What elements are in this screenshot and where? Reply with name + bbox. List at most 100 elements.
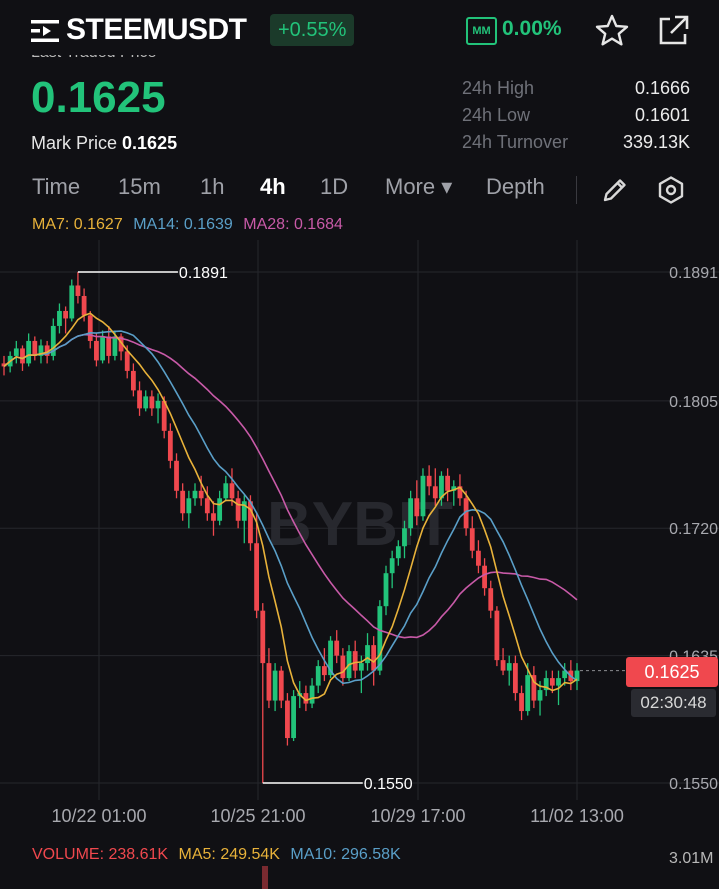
stat-value: 0.1601 bbox=[634, 105, 690, 125]
candle-body bbox=[556, 678, 561, 686]
stat-label: 24h Turnover bbox=[462, 132, 569, 152]
candle-body bbox=[192, 490, 198, 499]
interval-tabs: Time 15m 1h 4h 1D More ▾ Depth bbox=[0, 170, 719, 210]
candle-body bbox=[315, 666, 321, 686]
candle-body bbox=[63, 310, 69, 319]
tab-depth[interactable]: Depth bbox=[486, 174, 545, 199]
candle-body bbox=[328, 640, 333, 676]
candle-body bbox=[291, 696, 296, 739]
ma28-label: MA28: 0.1684 bbox=[243, 216, 343, 233]
candle-body bbox=[260, 610, 266, 664]
candle-body bbox=[340, 655, 346, 679]
candle-body bbox=[118, 336, 124, 352]
candle-body bbox=[432, 486, 438, 499]
stat-24h-low: 24h Low 0.1601 bbox=[462, 103, 690, 130]
candle-body bbox=[549, 678, 555, 686]
candle-body bbox=[161, 400, 167, 431]
candle-body bbox=[488, 588, 494, 611]
tab-more[interactable]: More ▾ bbox=[385, 174, 453, 199]
tab-15m[interactable]: 15m bbox=[118, 174, 161, 199]
candle-body bbox=[69, 285, 75, 319]
menu-icon[interactable] bbox=[31, 19, 59, 43]
candle-body bbox=[266, 663, 272, 701]
candle-body bbox=[130, 370, 136, 391]
high-marker-label: 0.1891 bbox=[179, 265, 228, 282]
candle-body bbox=[155, 400, 161, 409]
ma-lines-layer bbox=[3, 312, 578, 702]
candle-body bbox=[494, 610, 500, 661]
candle-body bbox=[402, 528, 407, 547]
candle-body bbox=[87, 315, 93, 341]
candle-body bbox=[149, 396, 155, 409]
mm-icon[interactable]: MM bbox=[466, 17, 497, 45]
stat-label: 24h High bbox=[462, 78, 535, 98]
stat-value: 339.13K bbox=[622, 132, 690, 152]
candle-body bbox=[451, 486, 457, 491]
candle-body bbox=[94, 340, 99, 361]
pen-icon[interactable] bbox=[600, 175, 630, 205]
volume-bar bbox=[262, 866, 268, 889]
ma-legend: MA7: 0.1627 MA14: 0.1639 MA28: 0.1684 bbox=[32, 216, 349, 234]
candle-body bbox=[377, 606, 383, 671]
candle-body bbox=[57, 310, 62, 326]
candle-body bbox=[248, 501, 253, 544]
candle-body bbox=[574, 670, 580, 682]
candle-body bbox=[334, 640, 340, 656]
candle-body bbox=[414, 498, 420, 517]
candle-body bbox=[531, 675, 537, 701]
header: STEEMUSDT +0.55% MM 0.00% bbox=[0, 0, 719, 62]
candle-body bbox=[186, 498, 192, 514]
candle-body bbox=[198, 490, 204, 499]
stat-value: 0.1666 bbox=[634, 78, 690, 98]
candle-body bbox=[463, 498, 469, 529]
candle-body bbox=[278, 670, 284, 701]
candle-body bbox=[13, 348, 19, 356]
volume-ma5-label: MA5: 249.54K bbox=[178, 846, 280, 863]
y-tick-label: 0.1891 bbox=[669, 265, 718, 282]
candle-body bbox=[100, 336, 105, 361]
candle-body bbox=[229, 483, 235, 499]
ma14-label: MA14: 0.1639 bbox=[133, 216, 233, 233]
candle-body bbox=[223, 483, 229, 499]
x-axis: 10/22 01:00 10/25 21:00 10/29 17:00 11/02 1… bbox=[51, 806, 623, 826]
tab-4h[interactable]: 4h bbox=[260, 174, 286, 199]
candle-body bbox=[500, 660, 506, 671]
candle-body bbox=[174, 460, 179, 491]
candle-body bbox=[476, 550, 481, 566]
volume-label: VOLUME: 238.61K bbox=[32, 846, 169, 863]
tab-1d[interactable]: 1D bbox=[320, 174, 349, 199]
candle-body bbox=[167, 430, 173, 461]
candle-body bbox=[321, 666, 327, 676]
share-icon[interactable] bbox=[656, 14, 690, 48]
candle-body bbox=[204, 498, 210, 514]
candle-body bbox=[352, 651, 358, 671]
candle-body bbox=[20, 348, 25, 364]
candle-body bbox=[395, 546, 401, 559]
candle-body bbox=[285, 700, 290, 739]
star-icon[interactable] bbox=[594, 13, 630, 49]
ticker-stats: 24h High 0.1666 24h Low 0.1601 24h Turno… bbox=[462, 76, 690, 157]
tab-time[interactable]: Time bbox=[32, 174, 81, 199]
candle-body bbox=[38, 345, 44, 356]
x-tick-label: 10/25 21:00 bbox=[210, 806, 305, 826]
candle-body bbox=[543, 678, 549, 691]
stat-24h-high: 24h High 0.1666 bbox=[462, 76, 690, 103]
candle-body bbox=[180, 490, 186, 514]
low-marker-label: 0.1550 bbox=[364, 776, 413, 793]
mm-rate[interactable]: 0.00% bbox=[502, 17, 562, 40]
ma14-line bbox=[3, 330, 578, 685]
tab-1h[interactable]: 1h bbox=[200, 174, 225, 199]
annotations-layer: 0.1891 0.1550 bbox=[77, 265, 626, 793]
candle-body bbox=[112, 336, 118, 356]
candle-body bbox=[44, 345, 50, 356]
candle-body bbox=[106, 336, 112, 356]
tabs-divider bbox=[576, 176, 577, 204]
candle-body bbox=[211, 513, 216, 521]
last-price: 0.1625 bbox=[31, 73, 166, 122]
candle-body bbox=[506, 663, 512, 671]
candle-body bbox=[408, 498, 414, 529]
symbol-title[interactable]: STEEMUSDT bbox=[66, 13, 247, 46]
candle-body bbox=[562, 670, 568, 679]
settings-icon[interactable] bbox=[656, 175, 686, 205]
